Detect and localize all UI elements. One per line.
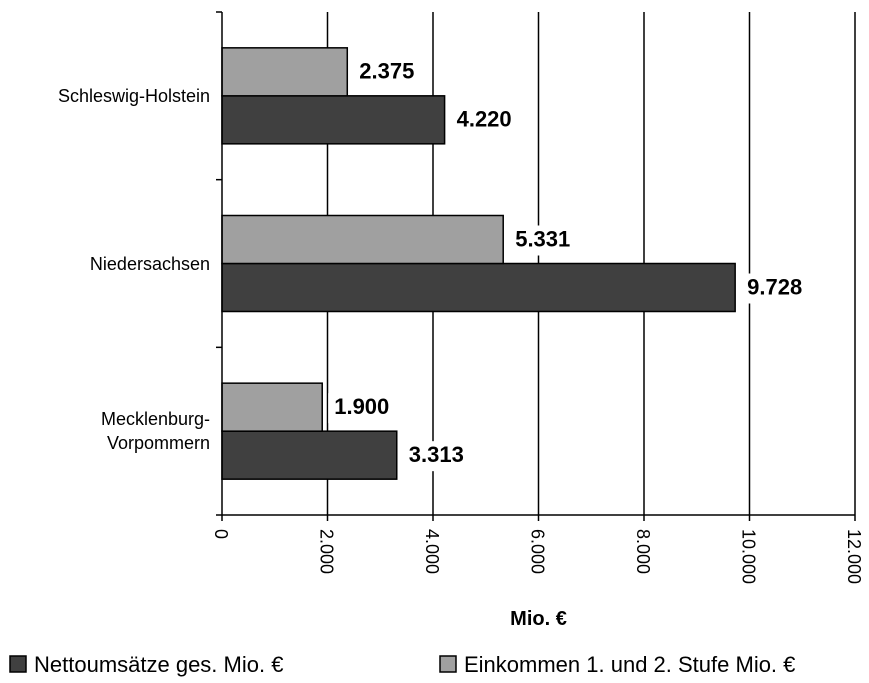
legend-swatch xyxy=(9,655,27,673)
bar xyxy=(221,95,446,145)
legend-label: Einkommen 1. und 2. Stufe Mio. € xyxy=(464,652,795,677)
bar xyxy=(221,47,349,97)
value-label-bg xyxy=(509,225,576,256)
x-tick-label: 10.000 xyxy=(739,529,759,584)
legend-label: Nettoumsätze ges. Mio. € xyxy=(34,652,283,677)
bar xyxy=(221,262,736,313)
x-tick-label: 6.000 xyxy=(528,529,548,574)
value-label-bg xyxy=(353,57,420,88)
x-axis-title: Mio. € xyxy=(510,608,567,630)
value-label-bg xyxy=(741,273,808,304)
bar xyxy=(221,382,323,432)
legend-swatch xyxy=(439,655,457,673)
value-label: 5.331 xyxy=(515,226,570,251)
y-tick-label: Schleswig-Holstein xyxy=(57,85,210,106)
bar xyxy=(221,430,398,480)
x-tick-label: 8.000 xyxy=(633,529,653,574)
x-tick-label: 2.000 xyxy=(317,529,337,574)
x-tick-label: 12.000 xyxy=(844,529,864,584)
x-tick-label: 0 xyxy=(211,529,231,539)
value-label-bg xyxy=(402,441,469,472)
bar xyxy=(221,214,504,265)
value-label: 3.313 xyxy=(409,442,464,467)
value-label: 9.728 xyxy=(747,274,802,299)
y-tick-label: Mecklenburg- Vorpommern xyxy=(100,409,210,454)
value-label-bg xyxy=(328,393,395,424)
value-label: 2.375 xyxy=(359,59,414,84)
value-label-bg xyxy=(450,105,517,136)
x-tick-label: 4.000 xyxy=(422,529,442,574)
y-tick-label: Niedersachsen xyxy=(89,253,210,274)
value-label: 4.220 xyxy=(457,107,512,132)
value-label: 1.900 xyxy=(334,394,389,419)
